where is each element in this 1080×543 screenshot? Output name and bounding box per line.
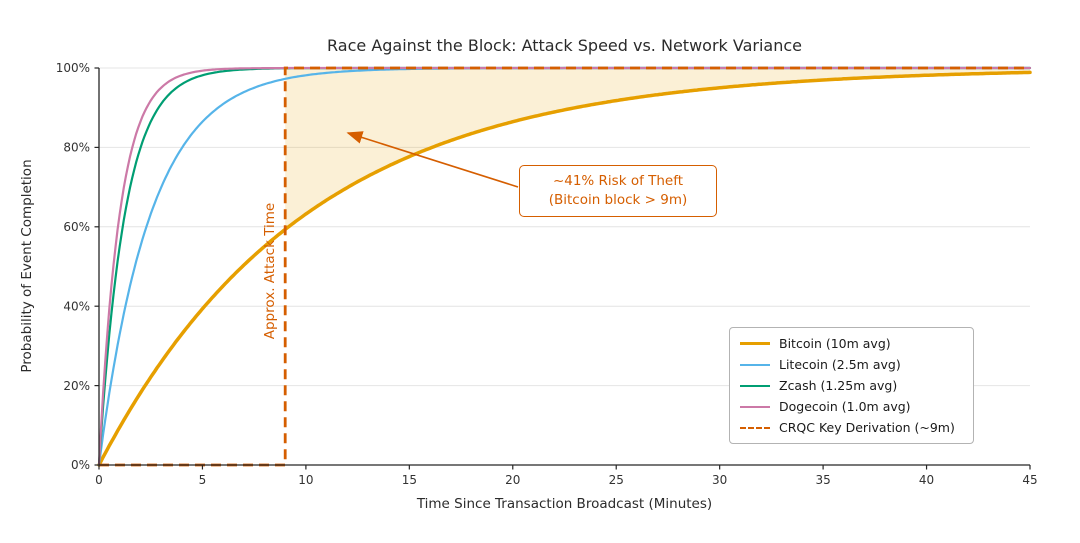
legend-line-swatch xyxy=(740,426,770,429)
y-tick-label: 0% xyxy=(71,458,90,472)
legend-label: Dogecoin (1.0m avg) xyxy=(779,399,911,414)
x-tick-label: 15 xyxy=(402,473,417,487)
y-tick-label: 80% xyxy=(63,141,90,155)
legend-item: CRQC Key Derivation (~9m) xyxy=(740,420,963,435)
risk-annotation-line1: ~41% Risk of Theft xyxy=(552,173,684,189)
x-tick-label: 5 xyxy=(199,473,207,487)
attack-time-annotation: Approx. Attack Time xyxy=(262,202,278,340)
legend-item: Litecoin (2.5m avg) xyxy=(740,357,963,372)
x-tick-label: 45 xyxy=(1022,473,1037,487)
y-tick-label: 40% xyxy=(63,299,90,313)
x-axis-label: Time Since Transaction Broadcast (Minute… xyxy=(416,496,713,512)
risk-annotation-arrow xyxy=(346,131,519,188)
x-tick-label: 35 xyxy=(815,473,830,487)
x-tick-label: 0 xyxy=(95,473,103,487)
legend-label: Litecoin (2.5m avg) xyxy=(779,357,901,372)
y-axis-label: Probability of Event Completion xyxy=(19,159,35,373)
x-tick-label: 30 xyxy=(712,473,727,487)
x-tick-label: 20 xyxy=(505,473,520,487)
legend-label: Bitcoin (10m avg) xyxy=(779,336,891,351)
y-tick-label: 100% xyxy=(56,61,90,75)
risk-shaded-region xyxy=(285,68,1030,230)
legend-label: CRQC Key Derivation (~9m) xyxy=(779,420,955,435)
x-tick-label: 40 xyxy=(919,473,934,487)
legend-item: Bitcoin (10m avg) xyxy=(740,336,963,351)
curve-bitcoin xyxy=(97,70,1032,467)
y-tick-label: 20% xyxy=(63,379,90,393)
legend-label: Zcash (1.25m avg) xyxy=(779,378,898,393)
crqc-step-line xyxy=(99,66,1030,467)
legend-line-swatch xyxy=(740,405,770,408)
legend-line-swatch xyxy=(740,363,770,366)
chart-title: Race Against the Block: Attack Speed vs.… xyxy=(327,36,802,55)
x-tick-label: 25 xyxy=(609,473,624,487)
legend-item: Zcash (1.25m avg) xyxy=(740,378,963,393)
x-tick-label: 10 xyxy=(298,473,313,487)
legend-item: Dogecoin (1.0m avg) xyxy=(740,399,963,414)
legend-line-swatch xyxy=(740,342,770,345)
risk-annotation-box: ~41% Risk of Theft (Bitcoin block > 9m) xyxy=(519,165,717,217)
legend: Bitcoin (10m avg) Litecoin (2.5m avg) Zcas… xyxy=(729,327,974,444)
legend-line-swatch xyxy=(740,384,770,387)
risk-annotation-line2: (Bitcoin block > 9m) xyxy=(548,191,688,208)
y-tick-label: 60% xyxy=(63,220,90,234)
